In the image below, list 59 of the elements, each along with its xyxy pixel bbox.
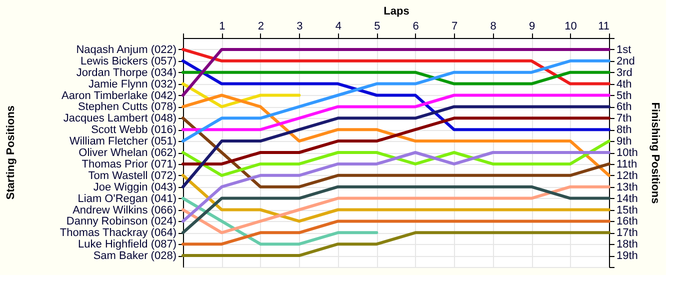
y2-tick-label: 2nd [616, 55, 635, 68]
x-tick-label: 8 [490, 20, 496, 32]
x-tick-label: 2 [258, 20, 264, 32]
x-tick-label: 5 [374, 20, 380, 32]
series-label: Andrew Wilkins (066) [72, 204, 176, 216]
y2-tick-label: 11th [616, 158, 638, 170]
line-series [182, 94, 610, 132]
series-label: Jacques Lambert (048) [63, 112, 176, 125]
series-label: Liam O'Regan (041) [78, 192, 176, 205]
line-series [182, 196, 378, 246]
y2-tick-label: 8th [616, 124, 632, 136]
x-tick-label: 9 [528, 20, 536, 32]
y2-tick-label: 19th [616, 250, 638, 262]
y2-tick-label: 4th [616, 78, 632, 90]
y2-tick-label: 16th [616, 216, 638, 228]
y2-axis-title: Finishing Positions [648, 102, 661, 204]
series-label: Thomas Thackray (064) [60, 227, 176, 240]
series-label: Joe Wiggin (043) [93, 181, 176, 194]
line-series [182, 94, 610, 177]
series-label: Tom Wastell (072) [88, 170, 176, 182]
series-label: Danny Robinson (024) [66, 216, 176, 228]
series-label: Oliver Whelan (062) [78, 147, 176, 159]
series-label: Scott Webb (016) [91, 124, 176, 136]
y2-tick-label: 1st [616, 44, 632, 56]
series-label: Lewis Bickers (057) [80, 55, 176, 68]
y2-tick-label: 6th [616, 101, 632, 114]
y2-tick-label: 9th [616, 136, 632, 148]
x-tick-label: 1 [219, 20, 226, 32]
y2-tick-label: 3rd [616, 66, 632, 79]
series-label: Naqash Anjum (022) [76, 44, 176, 56]
y2-tick-label: 5th [616, 90, 632, 102]
line-series [182, 185, 610, 234]
series-label: Stephen Cutts (078) [78, 101, 176, 114]
series-label: Sam Baker (028) [93, 250, 176, 262]
y2-tick-label: 15th [616, 204, 638, 216]
x-tick-label: 6 [412, 20, 419, 32]
x-tick-label: 3 [296, 20, 303, 32]
y2-tick-label: 7th [616, 112, 632, 125]
series-label: Jordan Thorpe (034) [76, 66, 176, 79]
text: Starting Positions [5, 105, 17, 200]
line-series [182, 140, 610, 177]
y2-tick-label: 17th [616, 227, 638, 240]
x-tick-label: 7 [452, 20, 458, 32]
series-label: William Fletcher (051) [70, 136, 176, 148]
series-label: Thomas Prior (071) [82, 158, 176, 170]
y2-tick-label: 18th [616, 238, 638, 251]
x-tick-label: 10 [564, 20, 577, 32]
series-label: Aaron Timberlake (042) [62, 90, 176, 102]
x-tick-label: 11 [598, 20, 610, 32]
y2-tick-label: 10th [616, 147, 638, 159]
x-tick-label: 4 [335, 20, 342, 32]
series-label: Jamie Flynn (032) [88, 78, 176, 90]
y2-tick-label: 14th [616, 192, 638, 205]
x-axis-title: Laps [384, 6, 410, 18]
y2-tick-label: 12th [616, 170, 638, 182]
line-series [182, 116, 610, 166]
y2-tick-label: 13th [616, 181, 638, 194]
line-series [182, 151, 610, 223]
series-label: Luke Highfield (087) [78, 238, 176, 251]
